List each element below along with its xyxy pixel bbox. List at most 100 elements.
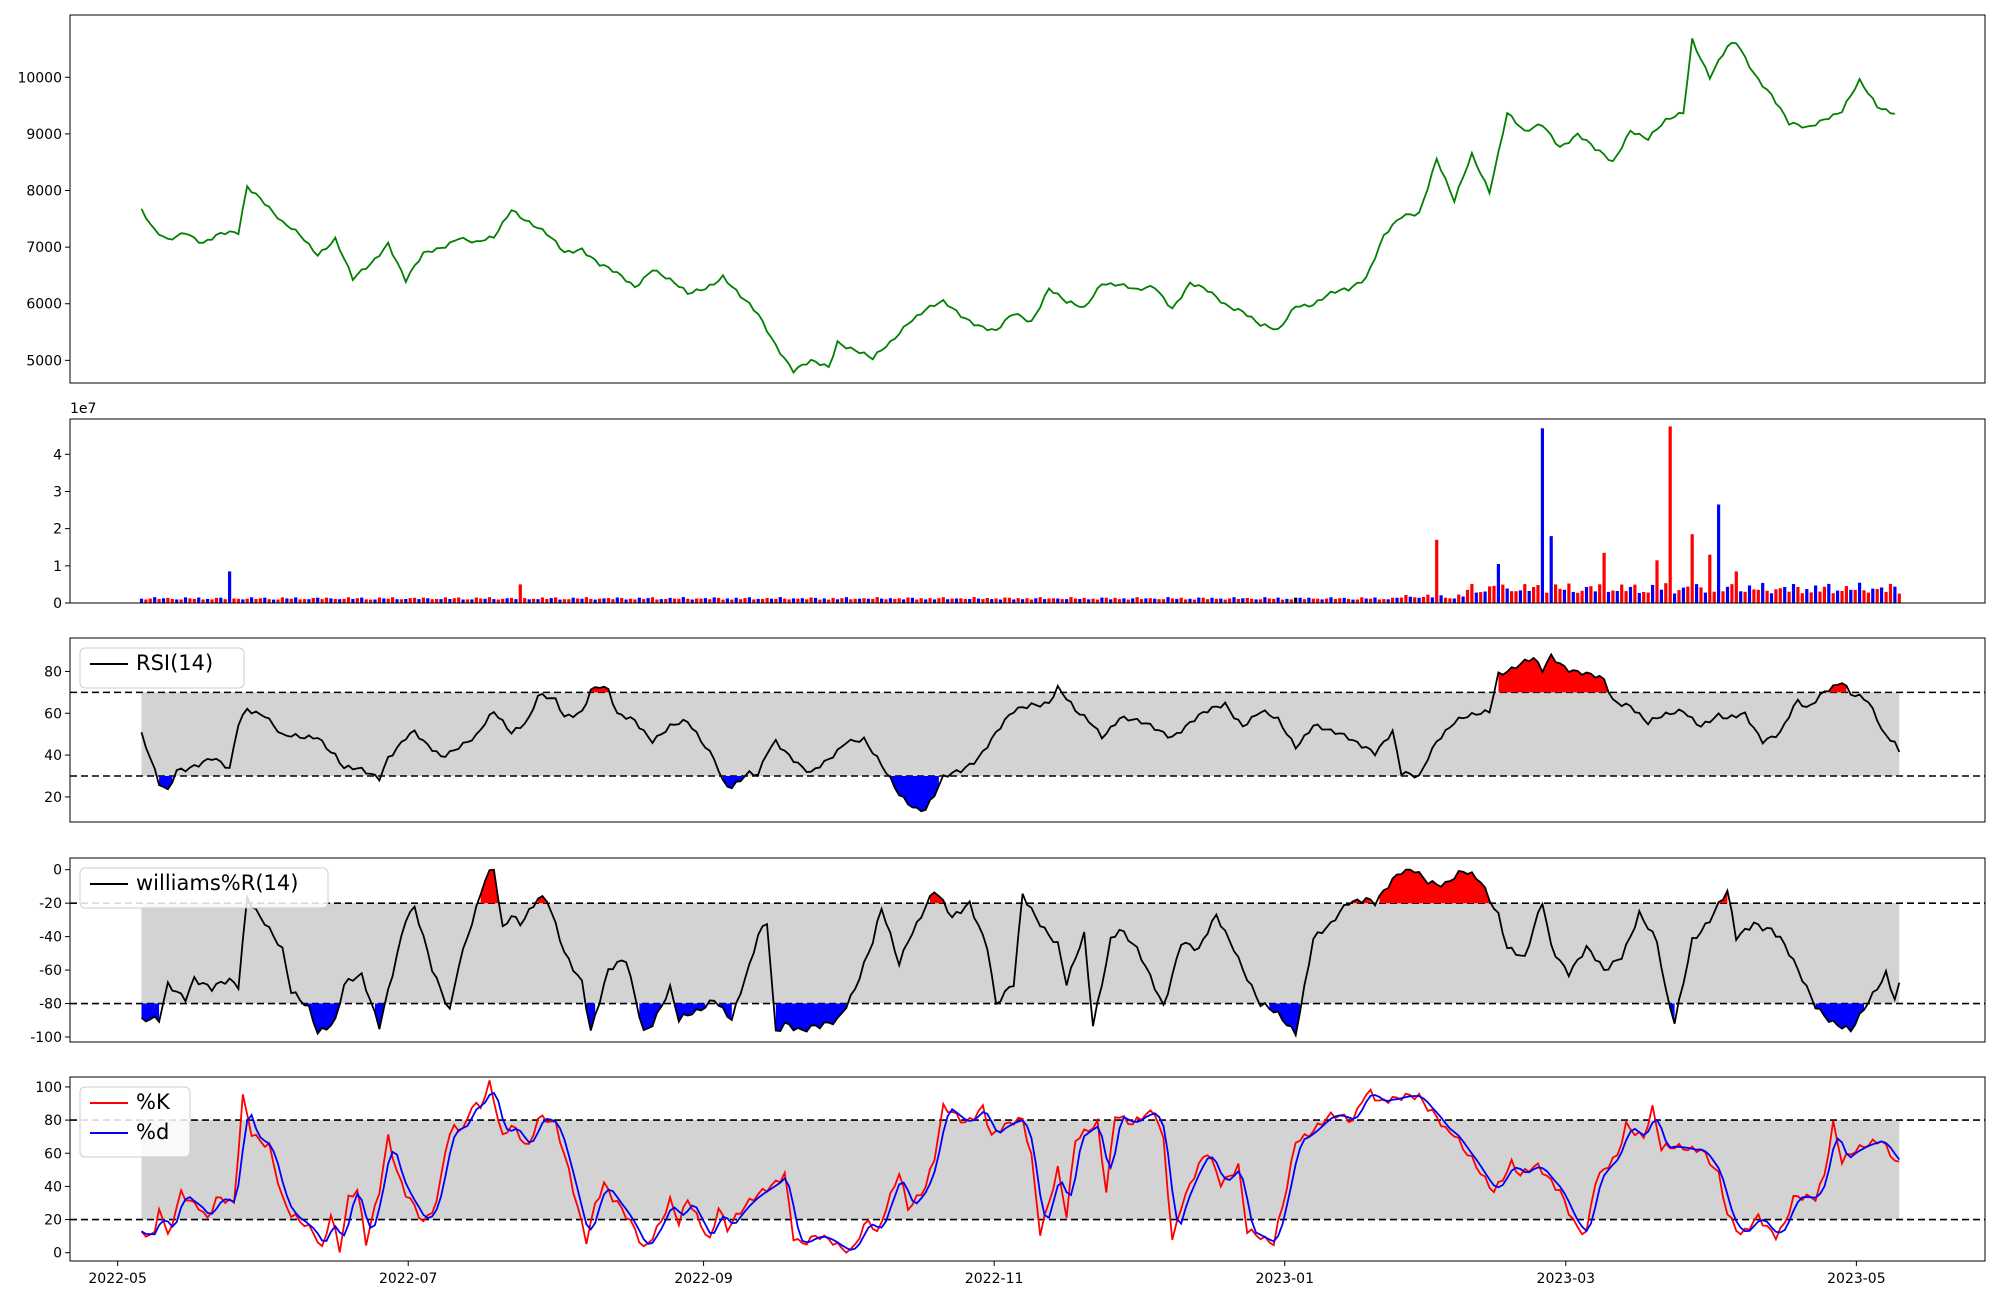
volume-bar — [1184, 599, 1188, 603]
volume-bar — [1593, 591, 1597, 603]
volume-bar — [800, 598, 804, 603]
volume-bar — [981, 599, 985, 603]
volume-bar — [1836, 590, 1840, 603]
volume-bar — [932, 599, 937, 603]
volume-bar — [743, 598, 747, 603]
rsi-tick-label: 20 — [44, 790, 62, 806]
volume-bar — [267, 599, 271, 603]
volume-bar — [805, 599, 809, 603]
volume-bar — [1527, 591, 1531, 603]
volume-bar — [1223, 599, 1227, 603]
volume-bar — [717, 597, 721, 603]
rsi-frame — [69, 637, 1986, 823]
volume-bar — [1628, 586, 1633, 603]
volume-bar — [976, 598, 981, 603]
volume-bar — [650, 597, 655, 603]
volume-bar — [1025, 598, 1029, 603]
wr-oversold-fill — [1269, 1003, 1301, 1036]
volume-bar — [1276, 597, 1280, 603]
volume-bar — [1302, 599, 1307, 603]
volume-bar — [1386, 599, 1390, 603]
volume-bar — [915, 599, 919, 603]
stoch-tick-label: 60 — [44, 1146, 62, 1162]
volume-bar — [1188, 598, 1192, 603]
volume-bar — [628, 598, 633, 603]
volume-bar — [1021, 599, 1025, 603]
volume-bar — [483, 598, 487, 603]
volume-bar — [1787, 591, 1791, 603]
volume-bar — [924, 599, 928, 603]
volume-bar — [1783, 587, 1787, 603]
volume-bar — [1364, 598, 1368, 603]
volume-bar — [633, 599, 637, 603]
volume-bar — [1034, 598, 1038, 603]
volume-bar — [849, 599, 853, 603]
volume-bar — [624, 599, 628, 603]
volume-bar — [1333, 599, 1337, 603]
wr-frame — [69, 857, 1986, 1043]
volume-bar — [1043, 599, 1047, 603]
volume-bar — [739, 599, 743, 603]
volume-bar — [206, 599, 210, 603]
volume-bar — [1201, 597, 1205, 603]
volume-bar — [280, 597, 284, 603]
volume-bar — [223, 599, 227, 603]
volume-bar — [871, 598, 875, 603]
volume-bar — [1012, 599, 1016, 603]
volume-bar — [1087, 599, 1091, 603]
volume-bar — [875, 597, 879, 603]
volume-bar — [518, 584, 522, 603]
volume-bar — [835, 599, 840, 603]
volume-bar — [866, 598, 870, 603]
volume-bar — [302, 599, 307, 603]
volume-bar — [536, 599, 540, 603]
volume-bar — [505, 598, 509, 603]
price-tick-label: 9000 — [26, 127, 62, 143]
volume-bar — [1175, 598, 1179, 603]
volume-bar — [1060, 599, 1064, 603]
volume-bar — [796, 598, 800, 603]
volume-bar — [527, 599, 531, 603]
volume-bar — [1576, 592, 1580, 603]
volume-bar — [1492, 585, 1496, 603]
volume-bar — [1289, 599, 1293, 603]
volume-bar — [1148, 598, 1152, 603]
wr-oversold-fill — [141, 1003, 160, 1022]
volume-bar — [1197, 597, 1201, 603]
volume-bar — [1611, 590, 1615, 603]
volume-bar — [320, 599, 324, 603]
price-tick-label: 6000 — [26, 297, 62, 313]
volume-bar — [642, 599, 646, 603]
volume-multiplier: 1e7 — [70, 401, 96, 417]
volume-bar — [1853, 589, 1857, 603]
volume-bar — [1139, 599, 1144, 603]
volume-bar — [1717, 504, 1721, 603]
volume-bar — [1426, 594, 1430, 603]
volume-bar — [677, 598, 681, 603]
rsi-oversold-fill — [890, 776, 939, 812]
volume-bar — [655, 599, 659, 603]
williams-r-panel: 0 -20 -40 -60 -80 -100 williams%R(14) — [30, 857, 1986, 1046]
volume-bar — [1814, 585, 1818, 603]
volume-bar — [1355, 599, 1359, 603]
volume-panel: 0 1 2 3 4 1e7 — [53, 401, 1986, 612]
volume-bar — [589, 598, 593, 603]
volume-bar — [329, 598, 333, 603]
volume-bar — [1448, 598, 1452, 603]
volume-bar — [681, 597, 685, 603]
volume-bar — [214, 597, 218, 603]
volume-bar — [1624, 591, 1628, 603]
volume-bar — [1214, 598, 1218, 603]
volume-bar — [532, 598, 536, 603]
rsi-legend — [79, 647, 245, 689]
volume-bar — [888, 598, 892, 603]
volume-bar — [668, 597, 672, 603]
volume-tick-label: 4 — [53, 447, 62, 463]
volume-bar — [1117, 599, 1122, 603]
volume-bar — [1382, 599, 1386, 603]
volume-bar — [549, 598, 553, 603]
stoch-d-line — [141, 1091, 1901, 1251]
volume-bar — [1457, 594, 1461, 603]
volume-bar — [1360, 597, 1364, 603]
volume-bar — [342, 598, 346, 603]
